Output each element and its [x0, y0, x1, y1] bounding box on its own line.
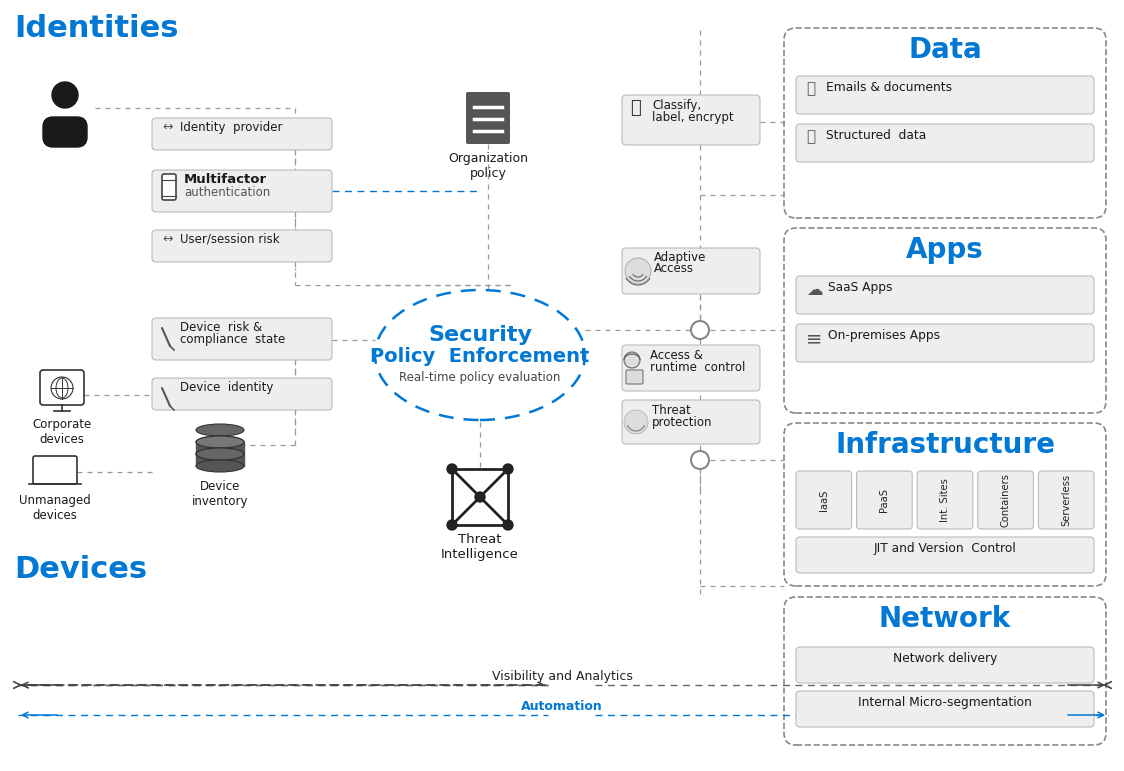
Circle shape [624, 410, 649, 434]
Text: Device  identity: Device identity [180, 381, 273, 394]
FancyBboxPatch shape [626, 370, 643, 384]
Text: Device  risk &: Device risk & [180, 321, 262, 334]
Circle shape [447, 464, 457, 474]
Text: Structured  data: Structured data [826, 129, 926, 142]
Ellipse shape [196, 460, 244, 472]
Text: ☁: ☁ [806, 281, 823, 299]
FancyBboxPatch shape [152, 118, 332, 150]
Text: Emails & documents: Emails & documents [826, 81, 952, 94]
Text: IaaS: IaaS [818, 490, 828, 510]
Text: Automation: Automation [522, 700, 602, 713]
Text: Network: Network [879, 605, 1012, 633]
Circle shape [51, 377, 73, 399]
Text: runtime  control: runtime control [650, 361, 745, 374]
Ellipse shape [196, 424, 244, 436]
Text: Access: Access [654, 262, 694, 275]
FancyBboxPatch shape [466, 92, 510, 144]
Circle shape [691, 451, 709, 469]
FancyBboxPatch shape [1039, 471, 1094, 529]
Bar [196, 442, 244, 466]
Text: ↔: ↔ [162, 121, 172, 134]
Text: 🔒: 🔒 [629, 99, 641, 117]
FancyBboxPatch shape [796, 691, 1094, 727]
FancyBboxPatch shape [162, 174, 176, 200]
Text: compliance  state: compliance state [180, 333, 285, 346]
Circle shape [691, 321, 709, 339]
FancyBboxPatch shape [796, 276, 1094, 314]
Text: Devices: Devices [13, 555, 147, 584]
FancyBboxPatch shape [796, 124, 1094, 162]
Text: Apps: Apps [906, 236, 984, 264]
Text: Access &: Access & [650, 349, 702, 362]
Text: Internal Micro-segmentation: Internal Micro-segmentation [858, 696, 1032, 709]
Text: PaaS: PaaS [879, 488, 889, 512]
Text: Organization
policy: Organization policy [448, 152, 528, 180]
Text: Device
inventory: Device inventory [192, 480, 248, 508]
FancyBboxPatch shape [40, 370, 84, 405]
FancyBboxPatch shape [622, 95, 760, 145]
Text: Visibility and Analytics: Visibility and Analytics [491, 670, 633, 683]
Text: Multifactor: Multifactor [184, 173, 268, 186]
FancyBboxPatch shape [152, 170, 332, 212]
Text: Identity  provider: Identity provider [180, 121, 282, 134]
FancyBboxPatch shape [796, 324, 1094, 362]
Circle shape [625, 258, 651, 284]
Text: Adaptive: Adaptive [654, 251, 706, 264]
Text: authentication: authentication [184, 186, 270, 199]
Circle shape [504, 520, 513, 530]
Text: Corporate
devices: Corporate devices [33, 418, 92, 446]
FancyBboxPatch shape [917, 471, 972, 529]
Text: Security: Security [428, 325, 532, 345]
Text: Policy  Enforcement: Policy Enforcement [370, 348, 590, 366]
Ellipse shape [196, 448, 244, 460]
FancyBboxPatch shape [796, 471, 852, 529]
Text: Infrastructure: Infrastructure [835, 431, 1055, 459]
Ellipse shape [196, 436, 244, 448]
FancyBboxPatch shape [33, 456, 78, 484]
Circle shape [52, 82, 78, 108]
FancyBboxPatch shape [796, 647, 1094, 683]
Text: label, encrypt: label, encrypt [652, 111, 734, 124]
FancyBboxPatch shape [796, 537, 1094, 573]
Text: 🗄: 🗄 [806, 129, 815, 144]
FancyBboxPatch shape [978, 471, 1033, 529]
Ellipse shape [196, 448, 244, 460]
FancyBboxPatch shape [152, 230, 332, 262]
Text: Real-time policy evaluation: Real-time policy evaluation [399, 371, 561, 383]
Circle shape [475, 492, 484, 502]
Ellipse shape [375, 290, 584, 420]
Text: protection: protection [652, 416, 713, 429]
Text: ≡: ≡ [806, 329, 823, 348]
Text: JIT and Version  Control: JIT and Version Control [873, 542, 1016, 555]
Circle shape [447, 520, 457, 530]
FancyBboxPatch shape [622, 345, 760, 391]
Text: Int. Sites: Int. Sites [940, 478, 950, 522]
Text: ↔: ↔ [162, 233, 172, 246]
FancyBboxPatch shape [622, 248, 760, 294]
Text: On-premises Apps: On-premises Apps [828, 329, 940, 342]
FancyBboxPatch shape [152, 378, 332, 410]
Text: Identities: Identities [13, 14, 179, 43]
FancyBboxPatch shape [856, 471, 913, 529]
Text: Network delivery: Network delivery [892, 652, 997, 665]
Text: 📄: 📄 [806, 81, 815, 96]
Text: Classify,: Classify, [652, 99, 701, 112]
Circle shape [624, 352, 640, 368]
Text: Threat: Threat [652, 404, 691, 417]
FancyBboxPatch shape [152, 318, 332, 360]
Text: Containers: Containers [1000, 473, 1010, 527]
Ellipse shape [196, 436, 244, 448]
Text: User/session risk: User/session risk [180, 233, 280, 246]
Text: Serverless: Serverless [1061, 474, 1071, 526]
FancyBboxPatch shape [796, 76, 1094, 114]
Text: SaaS Apps: SaaS Apps [828, 281, 892, 294]
FancyBboxPatch shape [622, 400, 760, 444]
Text: Unmanaged
devices: Unmanaged devices [19, 494, 91, 522]
Text: Threat
Intelligence: Threat Intelligence [441, 533, 519, 561]
Text: Data: Data [908, 36, 982, 64]
Circle shape [504, 464, 513, 474]
FancyBboxPatch shape [43, 117, 87, 147]
